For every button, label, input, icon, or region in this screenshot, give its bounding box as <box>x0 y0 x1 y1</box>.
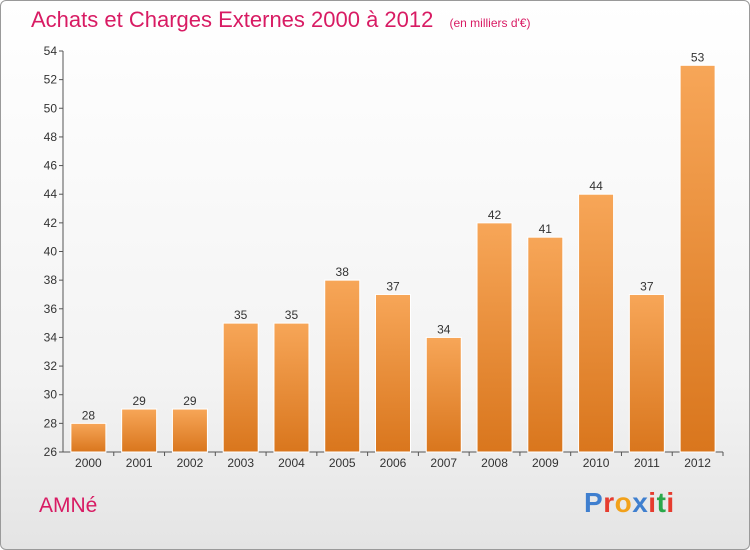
y-tick-label: 50 <box>44 101 58 115</box>
y-tick-label: 44 <box>44 187 58 201</box>
y-tick-label: 38 <box>44 273 58 287</box>
logo-letter: t <box>656 487 667 518</box>
x-tick-label: 2010 <box>583 456 610 470</box>
y-tick-label: 36 <box>44 302 58 316</box>
bars: 28 29 29 35 35 38 37 34 42 41 44 37 53 <box>70 50 716 453</box>
bar-2008 <box>476 222 513 453</box>
logo-letter: x <box>632 487 649 518</box>
logo-letter: i <box>666 487 675 518</box>
bar-2009 <box>527 236 564 453</box>
bar-2003 <box>222 322 259 453</box>
data-label-2001: 29 <box>132 394 146 408</box>
x-tick-label: 2008 <box>481 456 508 470</box>
logo-letter: i <box>648 487 657 518</box>
bar-2007 <box>425 336 462 453</box>
data-label-2000: 28 <box>82 408 96 422</box>
bar-2010 <box>578 193 615 453</box>
x-tick-label: 2011 <box>634 456 660 470</box>
logo-letter: r <box>603 487 615 518</box>
data-label-2003: 35 <box>234 308 248 322</box>
data-label-2011: 37 <box>640 279 654 293</box>
bar-2011 <box>628 293 665 453</box>
y-tick-label: 28 <box>44 416 58 430</box>
bar-2005 <box>324 279 361 453</box>
y-tick-label: 42 <box>44 216 58 230</box>
x-tick-label: 2000 <box>75 456 102 470</box>
data-label-2006: 37 <box>386 279 400 293</box>
data-label-2007: 34 <box>437 322 451 336</box>
y-tick-label: 32 <box>44 359 58 373</box>
bar-2012 <box>679 64 716 453</box>
logo-letter: o <box>614 487 633 518</box>
y-tick-label: 34 <box>44 330 58 344</box>
y-tick-label: 52 <box>44 73 58 87</box>
y-tick-label: 30 <box>44 388 58 402</box>
y-tick-label: 40 <box>44 245 58 259</box>
y-tick-label: 46 <box>44 159 58 173</box>
data-label-2008: 42 <box>488 208 502 222</box>
chart-title-text: Achats et Charges Externes 2000 à 2012 <box>31 7 434 32</box>
x-tick-label: 2005 <box>329 456 356 470</box>
commune-name: AMNé <box>39 494 98 517</box>
bar-2006 <box>375 293 411 453</box>
y-tick-label: 26 <box>44 445 58 459</box>
y-tick-label: 54 <box>44 44 58 58</box>
chart-title: Achats et Charges Externes 2000 à 2012 (… <box>31 7 530 33</box>
data-label-2012: 53 <box>691 50 705 64</box>
chart-subtitle: (en milliers d'€) <box>449 16 531 30</box>
bar-2002 <box>171 408 208 453</box>
data-label-2010: 44 <box>589 179 603 193</box>
data-label-2005: 38 <box>336 265 350 279</box>
data-label-2002: 29 <box>183 394 197 408</box>
bar-2004 <box>273 322 310 453</box>
bar-2000 <box>70 422 107 453</box>
x-tick-label: 2002 <box>177 456 204 470</box>
data-label-2009: 41 <box>539 222 553 236</box>
x-tick-label: 2012 <box>684 456 711 470</box>
x-tick-label: 2006 <box>380 456 407 470</box>
x-tick-label: 2009 <box>532 456 559 470</box>
proxiti-logo: Proxiti <box>584 487 675 519</box>
x-tick-label: 2001 <box>126 456 153 470</box>
axes: 26 28 30 32 34 36 38 40 42 44 46 48 50 52 54 2000 2001 20… <box>44 44 724 470</box>
y-tick-label: 48 <box>44 130 58 144</box>
logo-letter: P <box>584 487 604 518</box>
x-tick-label: 2004 <box>278 456 305 470</box>
x-tick-label: 2003 <box>227 456 254 470</box>
bar-2001 <box>121 408 158 453</box>
x-tick-label: 2007 <box>430 456 457 470</box>
data-label-2004: 35 <box>285 308 299 322</box>
